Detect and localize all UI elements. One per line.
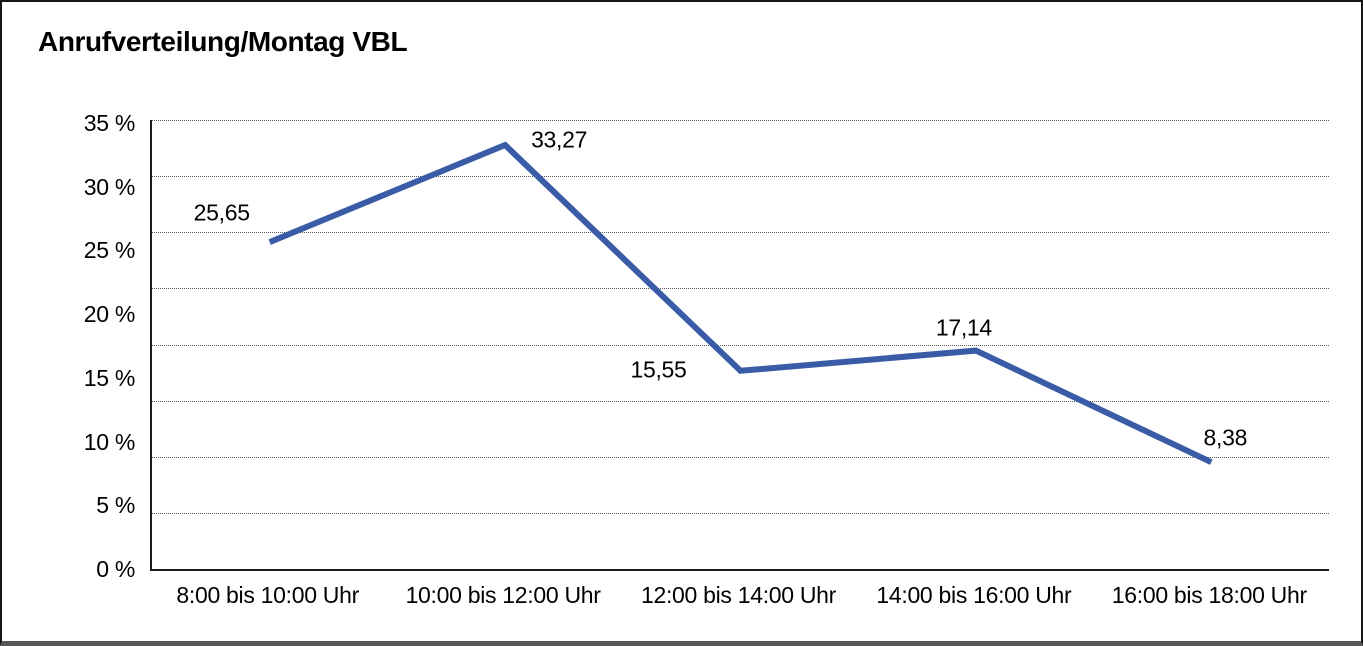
horizontal-gridline	[152, 344, 1329, 346]
horizontal-gridline	[152, 512, 1329, 514]
y-axis-tick-label: 0 %	[96, 556, 135, 582]
y-axis-tick-label: 10 %	[83, 428, 136, 455]
y-axis-tick-label: 25 %	[83, 237, 136, 264]
data-point-value-label: 33,27	[531, 126, 588, 153]
x-axis-tick-label: 8:00 bis 10:00 Uhr	[176, 582, 359, 608]
data-point-value-label: 25,65	[193, 199, 250, 226]
x-axis-tick-label: 12:00 bis 14:00 Uhr	[640, 582, 837, 608]
series-polyline	[268, 141, 1213, 465]
x-axis-tick-label: 16:00 bis 18:00 Uhr	[1111, 582, 1307, 608]
y-axis-tick-label: 20 %	[83, 301, 136, 328]
horizontal-gridline	[152, 176, 1329, 178]
horizontal-gridline	[152, 120, 1329, 121]
data-point-value-label: 8,38	[1203, 424, 1248, 451]
horizontal-gridline	[152, 456, 1329, 458]
x-axis-tick-label: 14:00 bis 16:00 Uhr	[876, 582, 1072, 608]
y-axis-tick-label: 5 %	[96, 492, 135, 519]
y-axis-tick-label: 35 %	[83, 110, 136, 136]
x-axis-tick-label: 10:00 bis 12:00 Uhr	[405, 582, 601, 608]
data-point-value-label: 17,14	[935, 314, 992, 341]
plot-area: 25,65 33,27 15,55 17,14 8,38	[150, 120, 1329, 571]
horizontal-gridline	[152, 400, 1329, 402]
line-series	[268, 141, 1213, 465]
horizontal-gridline	[152, 232, 1329, 234]
y-axis-tick-label: 15 %	[83, 364, 136, 391]
data-point-value-label: 15,55	[630, 356, 687, 383]
horizontal-gridline	[152, 288, 1329, 290]
y-axis-tick-label: 30 %	[83, 173, 136, 200]
chart-title: Anrufverteilung/Montag VBL	[38, 26, 408, 57]
